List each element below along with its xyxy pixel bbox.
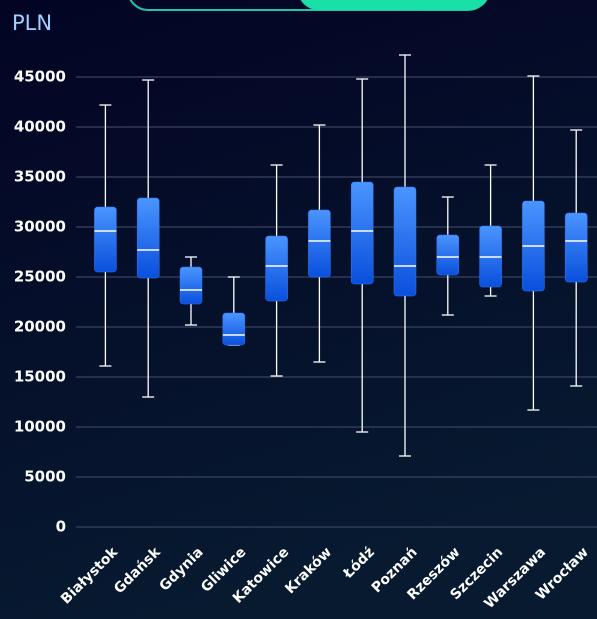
box <box>436 234 460 276</box>
box <box>136 197 160 279</box>
box <box>94 206 117 273</box>
box <box>179 266 203 305</box>
box <box>564 212 588 283</box>
box <box>222 312 246 346</box>
y-tick-label: 10000 <box>14 418 66 436</box>
y-tick-label: 0 <box>56 518 66 536</box>
box <box>308 209 331 278</box>
y-tick-label: 25000 <box>14 268 66 286</box>
box <box>265 235 288 302</box>
y-tick-label: 20000 <box>14 318 66 336</box>
y-tick-label: 30000 <box>14 218 66 236</box>
box <box>350 181 374 285</box>
toggle-active[interactable] <box>298 0 490 10</box>
y-unit: PLN <box>12 11 52 35</box>
toggle-outline[interactable] <box>128 0 488 11</box>
y-tick-label: 5000 <box>24 468 66 486</box>
y-tick-label: 15000 <box>14 368 66 386</box>
box <box>393 186 417 297</box>
y-tick-label: 45000 <box>14 68 66 86</box>
y-tick-label: 40000 <box>14 118 66 136</box>
y-tick-label: 35000 <box>14 168 66 186</box>
